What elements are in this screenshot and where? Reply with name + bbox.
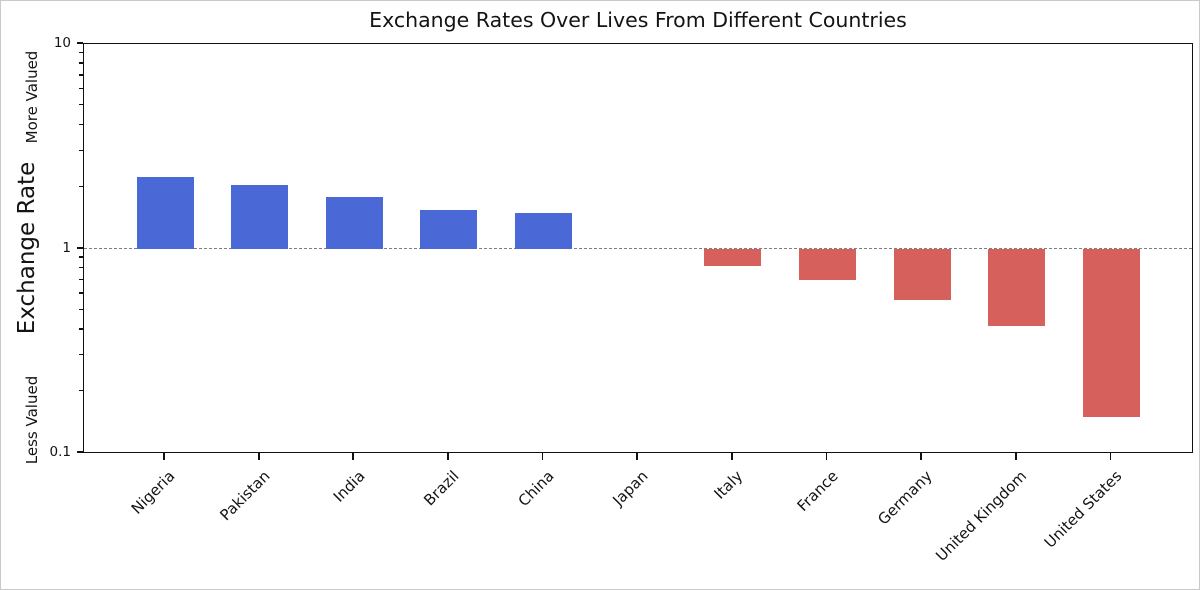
x-tick-label-italy: Italy: [710, 467, 747, 503]
y-minor-tick: [79, 256, 83, 258]
x-tick-label-india: India: [329, 467, 369, 506]
y-minor-tick: [79, 62, 83, 64]
x-tick-label-united-kingdom: United Kingdom: [932, 467, 1031, 565]
y-tick-label-1: 1: [62, 239, 71, 256]
baseline-dashed-line: [84, 247, 1192, 249]
x-tick: [541, 453, 544, 460]
y-minor-tick: [79, 104, 83, 106]
bar-nigeria: [136, 176, 194, 249]
x-tick: [1109, 453, 1112, 460]
x-tick: [1014, 453, 1017, 460]
y-axis-annotation-more-valued: More Valued: [23, 50, 41, 144]
bar-india: [325, 196, 383, 249]
x-tick: [257, 453, 260, 460]
bar-united-states: [1083, 248, 1140, 418]
bar-china: [515, 212, 573, 249]
bar-italy: [704, 248, 762, 267]
x-tick-label-japan: Japan: [609, 467, 652, 510]
x-tick: [636, 453, 639, 460]
x-tick: [352, 453, 355, 460]
y-minor-tick: [79, 278, 83, 280]
x-tick-label-brazil: Brazil: [420, 467, 463, 510]
x-tick-label-nigeria: Nigeria: [128, 467, 179, 518]
y-minor-tick: [79, 185, 83, 187]
x-tick: [447, 453, 449, 460]
x-tick: [920, 453, 923, 460]
y-minor-tick: [79, 149, 83, 151]
y-major-tick: [76, 42, 83, 45]
x-tick-label-united-states: United States: [1040, 467, 1126, 552]
x-tick-label-pakistan: Pakistan: [216, 467, 274, 525]
bar-pakistan: [231, 184, 289, 249]
y-minor-tick: [79, 308, 83, 310]
y-minor-tick: [79, 353, 83, 356]
bar-brazil: [420, 209, 478, 249]
y-minor-tick: [79, 74, 83, 76]
bar-france: [799, 248, 857, 281]
plot-area: [83, 43, 1193, 453]
y-minor-tick: [79, 266, 83, 269]
y-minor-tick: [79, 123, 83, 126]
y-major-tick: [76, 451, 83, 453]
bar-germany: [893, 248, 951, 301]
x-tick-label-china: China: [514, 467, 558, 511]
x-tick-label-france: France: [793, 467, 842, 516]
y-minor-tick: [79, 292, 83, 294]
chart-title: Exchange Rates Over Lives From Different…: [369, 8, 907, 32]
y-tick-label-0.1: 0.1: [49, 444, 71, 461]
y-minor-tick: [79, 328, 83, 330]
x-tick: [163, 453, 165, 460]
y-minor-tick: [79, 389, 83, 392]
x-tick-label-germany: Germany: [874, 467, 936, 529]
y-minor-tick: [79, 52, 83, 54]
x-tick: [825, 453, 828, 460]
y-tick-label-10: 10: [53, 35, 71, 52]
bar-united-kingdom: [988, 248, 1046, 326]
y-major-tick: [76, 246, 83, 249]
y-minor-tick: [79, 87, 83, 90]
x-tick: [731, 453, 733, 460]
